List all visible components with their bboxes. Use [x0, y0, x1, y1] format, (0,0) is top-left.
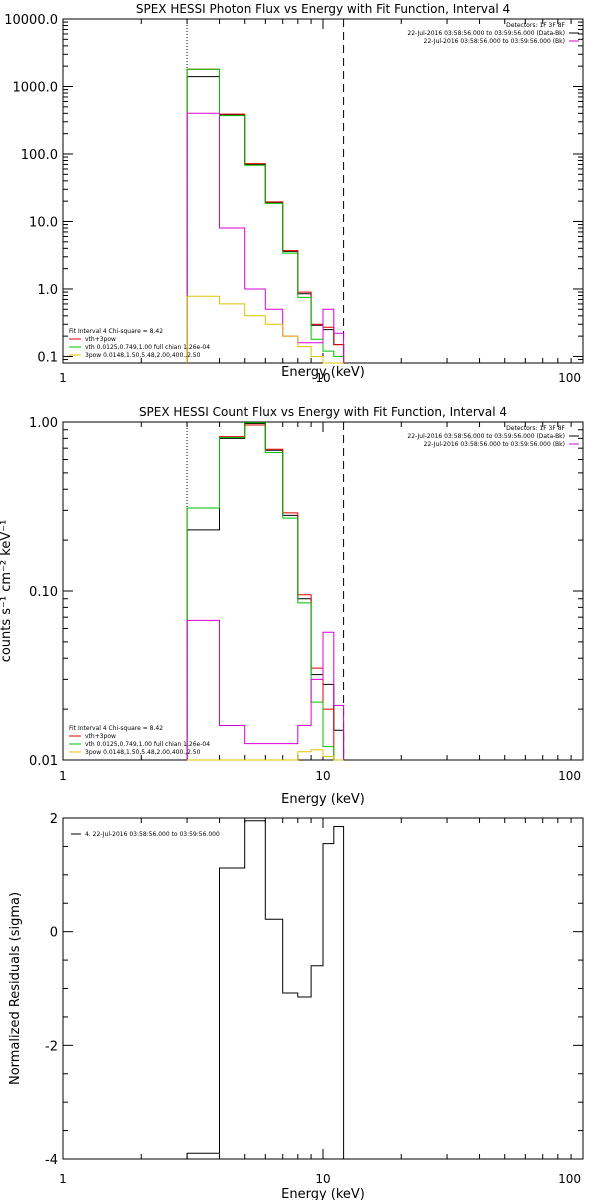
y-axis-label: counts s⁻¹ cm⁻² keV⁻¹	[0, 520, 14, 663]
y-tick-label: 100.0	[21, 148, 58, 163]
series-line	[186, 76, 345, 363]
legend-text: Fit Interval 4 Chi-square = 8.42	[69, 725, 163, 732]
legend-text: Detectors: 1F 3F 8F	[506, 425, 565, 432]
y-tick-label: 10000.0	[4, 13, 58, 28]
legend-text: Detectors: 1F 3F 8F	[506, 22, 565, 29]
series-line	[186, 619, 345, 760]
series-line	[186, 423, 345, 760]
x-tick-label: 100	[558, 1172, 581, 1186]
legend-text: 22-Jul-2016 03:58:56.000 to 03:59:56.000…	[424, 38, 565, 45]
x-tick-label: 100	[558, 769, 581, 783]
x-axis-label: Energy (keV)	[281, 365, 365, 380]
legend-text: vth 0.0125,0.749,1.00 full chian 1.26e-0…	[85, 741, 210, 748]
series-line	[186, 820, 345, 1159]
x-axis-label: Energy (keV)	[281, 792, 365, 807]
legend-text: vth+3pow	[85, 336, 116, 343]
y-tick-label: 0.10	[29, 585, 58, 600]
x-tick-label: 100	[558, 371, 581, 385]
legend-text: 22-Jul-2016 03:58:56.000 to 03:59:56.000…	[407, 433, 565, 440]
y-tick-label: 1.0	[37, 283, 58, 298]
x-tick-label: 10	[315, 769, 330, 783]
y-tick-label: -2	[45, 1039, 58, 1054]
y-tick-label: 2	[50, 812, 58, 827]
x-tick-label: 1	[59, 371, 67, 385]
series-line	[186, 68, 345, 363]
series-line	[186, 68, 345, 363]
y-tick-label: -4	[45, 1153, 58, 1168]
y-tick-label: 1.00	[29, 416, 58, 431]
y-tick-label: 10.0	[29, 215, 58, 230]
chart-title: SPEX HESSI Photon Flux vs Energy with Fi…	[136, 2, 510, 16]
x-tick-label: 10	[315, 1172, 330, 1186]
series-line	[186, 295, 344, 364]
x-tick-label: 1	[59, 769, 67, 783]
y-axis-label: Normalized Residuals (sigma)	[8, 892, 23, 1085]
legend-text: 3pow 0.0148,1.50,5.48,2.00,400.,2.50	[85, 749, 201, 756]
x-tick-label: 10	[315, 371, 330, 385]
y-tick-label: 0.01	[29, 754, 58, 769]
legend-text: 22-Jul-2016 03:58:56.000 to 03:59:56.000…	[407, 30, 565, 37]
legend-text: vth 0.0125,0.749,1.00 full chian 1.26e-0…	[85, 344, 210, 351]
y-tick-label: 0	[50, 926, 58, 941]
chart-title: SPEX HESSI Count Flux vs Energy with Fit…	[139, 405, 507, 419]
series-line	[187, 749, 344, 761]
legend-text: vth+3pow	[85, 733, 116, 740]
legend-text: Fit Interval 4 Chi-square = 8.42	[69, 328, 163, 335]
x-axis-label: Energy (keV)	[281, 1187, 365, 1200]
y-tick-label: 0.1	[37, 350, 58, 365]
legend-text: 3pow 0.0148,1.50,5.48,2.00,400.,2.50	[85, 352, 201, 359]
y-tick-label: 1000.0	[13, 80, 59, 95]
legend-text: 4. 22-Jul-2016 03:58:56.000 to 03:59:56.…	[85, 831, 220, 838]
x-tick-label: 1	[59, 1172, 67, 1186]
legend-text: 22-Jul-2016 03:58:56.000 to 03:59:56.000…	[424, 441, 565, 448]
series-line	[186, 424, 344, 761]
series-line	[186, 422, 344, 761]
